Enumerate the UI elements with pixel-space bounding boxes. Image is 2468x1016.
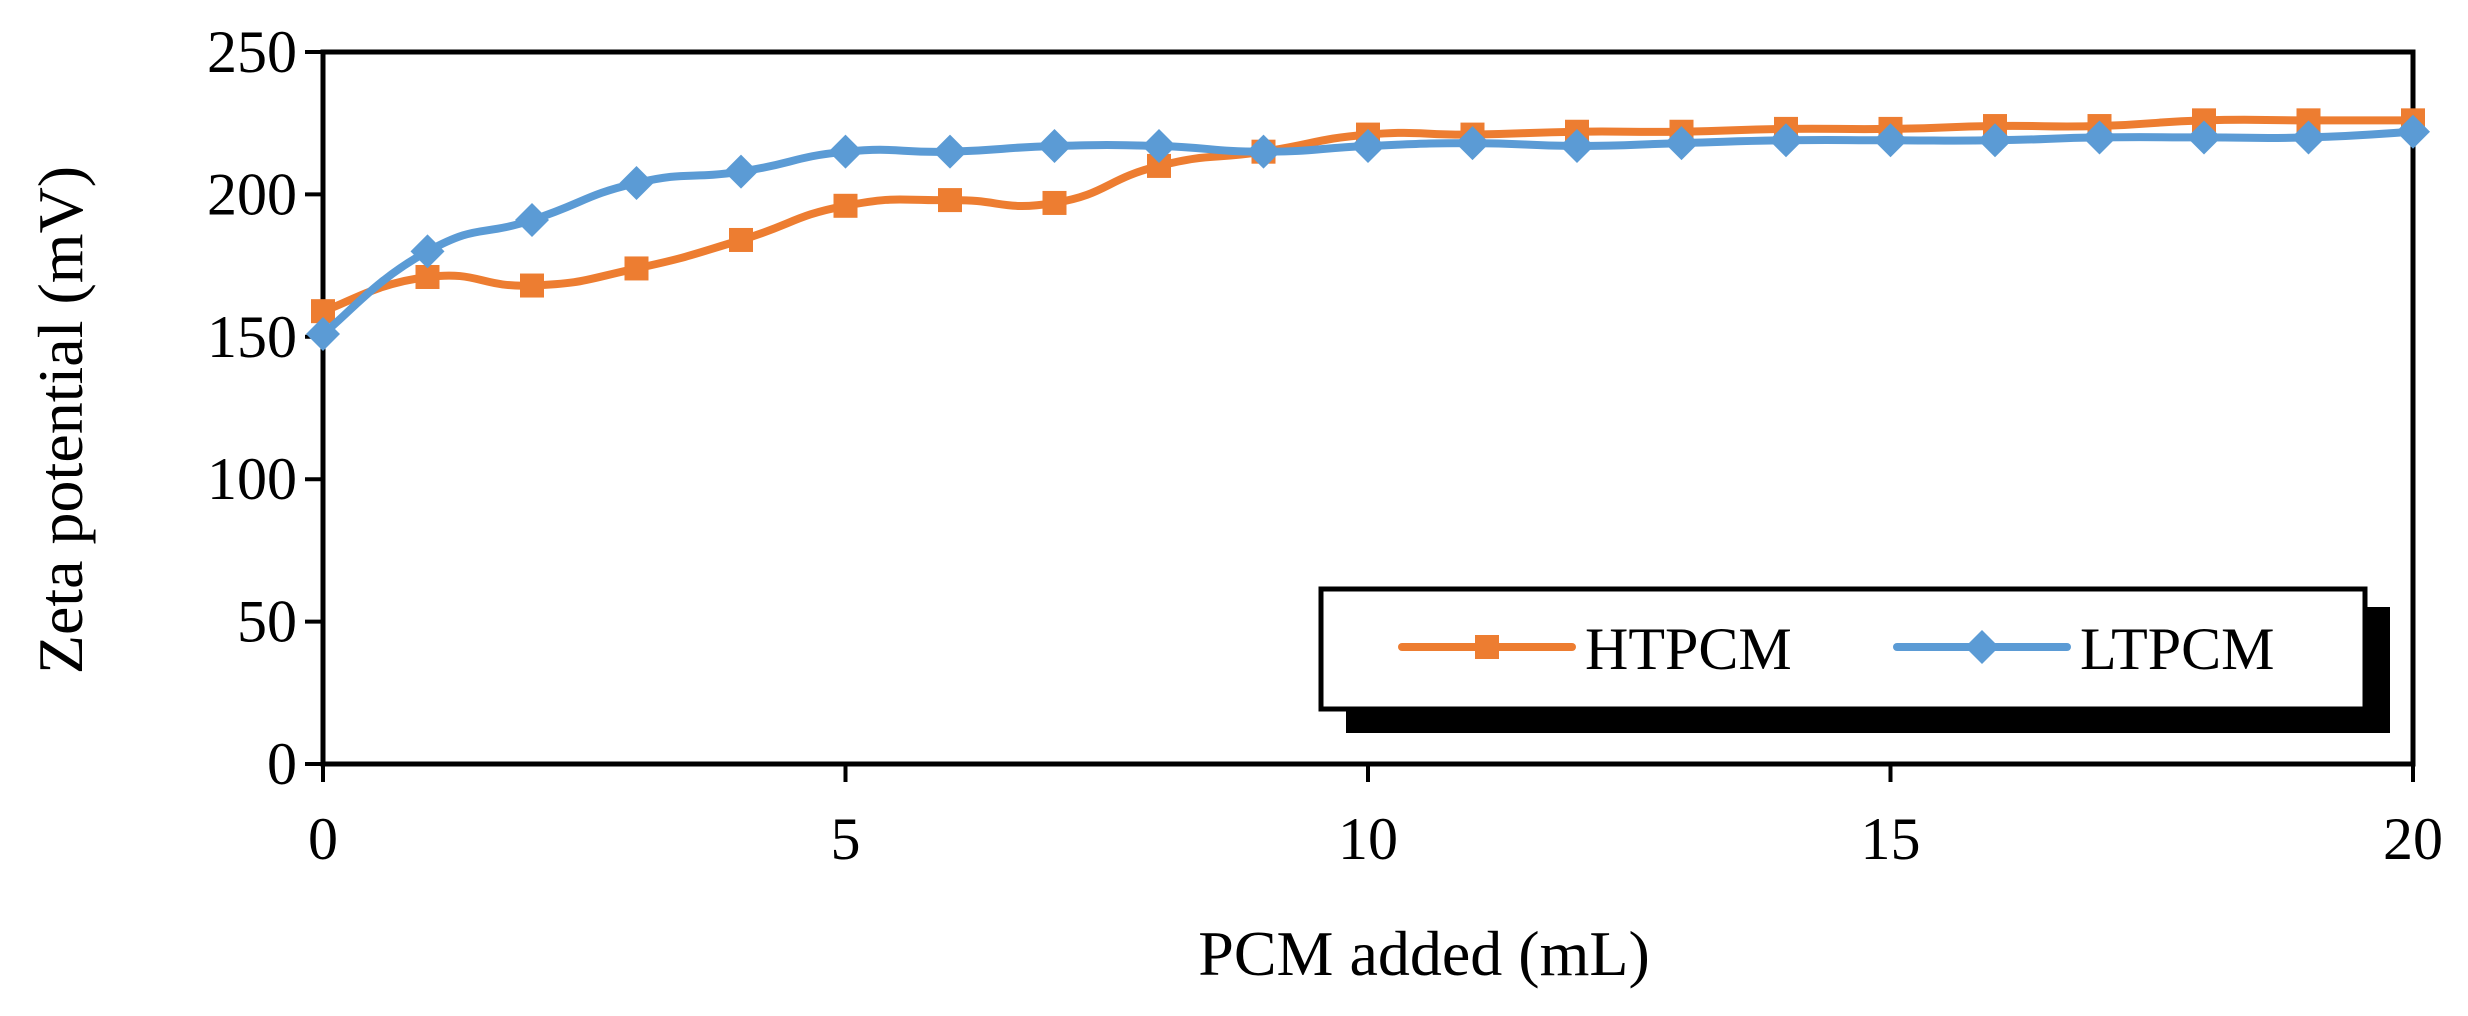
legend-label-ltpcm: LTPCM	[2080, 616, 2275, 682]
data-point-ltpcm	[933, 134, 967, 169]
data-point-ltpcm	[1351, 128, 1385, 163]
data-point-ltpcm	[1037, 128, 1072, 163]
data-point-htpcm	[2296, 108, 2321, 133]
x-tick-label: 5	[831, 806, 861, 872]
data-point-ltpcm	[2082, 120, 2117, 155]
data-point-ltpcm	[724, 154, 758, 189]
legend-label-htpcm: HTPCM	[1585, 616, 1792, 682]
x-tick-label: 0	[308, 806, 338, 872]
data-point-ltpcm	[1246, 134, 1281, 169]
y-axis-title: Zeta potential (mV)	[25, 166, 96, 674]
data-point-htpcm	[1042, 190, 1067, 215]
data-point-ltpcm	[2396, 114, 2430, 149]
y-tick-label: 200	[207, 161, 297, 227]
legend-entry-htpcm: HTPCM	[1398, 616, 1792, 682]
data-point-ltpcm	[1978, 123, 2012, 158]
y-tick-label: 250	[207, 19, 297, 85]
data-point-ltpcm	[410, 234, 445, 269]
legend-marker-htpcm	[1475, 635, 1499, 659]
data-point-ltpcm	[619, 166, 654, 201]
data-point-htpcm	[729, 227, 753, 252]
y-tick-label: 100	[207, 446, 297, 512]
data-point-htpcm	[415, 264, 440, 289]
y-tick-label: 0	[267, 731, 297, 797]
x-axis-title: PCM added (mL)	[1198, 918, 1650, 989]
axes: 0 50 100 150 200 250 0 5 10 15 20	[207, 19, 2443, 872]
y-tick-label: 150	[207, 304, 297, 370]
x-tick-label: 20	[2383, 806, 2443, 872]
data-point-ltpcm	[1142, 128, 1176, 163]
data-point-ltpcm	[1873, 123, 1908, 158]
legend: HTPCM LTPCM	[1318, 586, 2390, 733]
y-tick-label: 50	[237, 589, 297, 655]
data-point-htpcm	[938, 188, 962, 213]
data-point-ltpcm	[828, 134, 863, 169]
data-point-htpcm	[2192, 108, 2216, 133]
x-tick-label: 10	[1338, 806, 1398, 872]
data-point-htpcm	[624, 256, 649, 281]
legend-marker-ltpcm	[1965, 630, 1999, 664]
series-layer	[306, 108, 2430, 351]
data-point-htpcm	[833, 193, 858, 218]
data-point-ltpcm	[1664, 126, 1699, 161]
data-point-ltpcm	[2187, 120, 2221, 155]
data-point-ltpcm	[1560, 128, 1594, 163]
data-point-ltpcm	[2291, 120, 2326, 155]
data-point-ltpcm	[306, 316, 340, 351]
legend-entry-ltpcm: LTPCM	[1893, 616, 2275, 682]
data-point-ltpcm	[515, 203, 549, 238]
x-tick-label: 15	[1861, 806, 1921, 872]
data-point-htpcm	[520, 273, 544, 298]
data-point-ltpcm	[1769, 123, 1803, 158]
data-point-ltpcm	[1455, 126, 1490, 161]
series-ltpcm	[306, 114, 2430, 351]
